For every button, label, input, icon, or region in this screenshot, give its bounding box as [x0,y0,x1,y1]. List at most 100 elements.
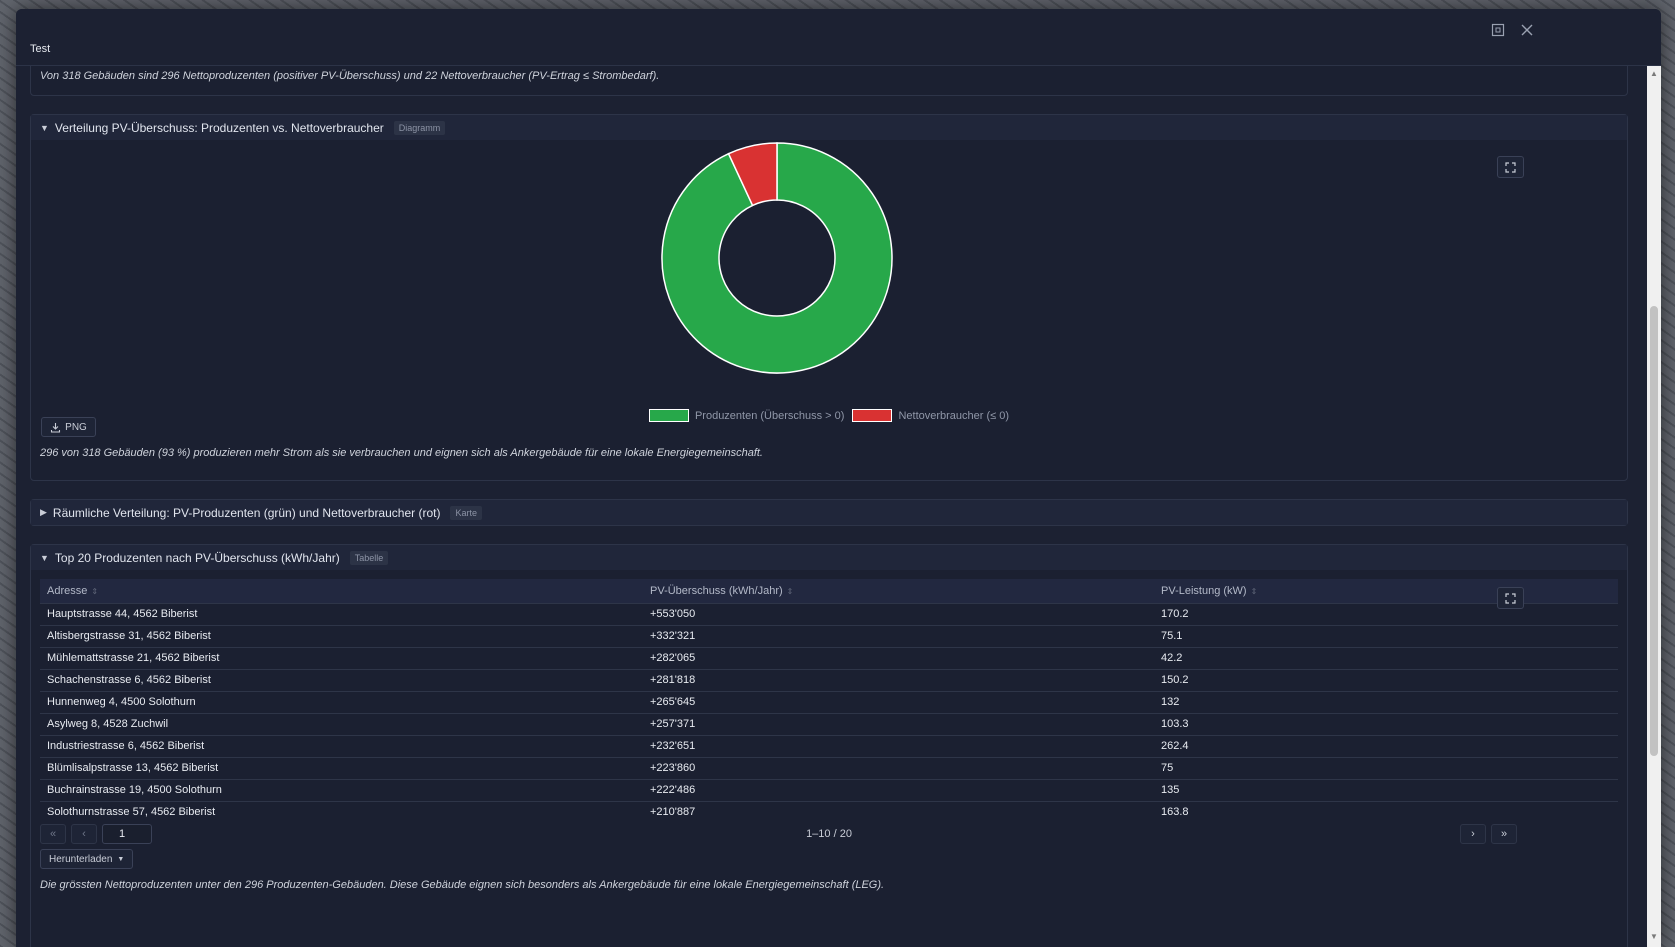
download-icon [51,422,61,433]
prev-page-button[interactable]: ‹ [71,824,97,844]
scrollbar-thumb[interactable] [1650,306,1658,756]
expand-icon [1505,592,1516,604]
table-row[interactable]: Industriestrasse 6, 4562 Biberist +232'65… [40,734,1618,757]
cell-address: Blümlisalpstrasse 13, 4562 Biberist [40,756,643,779]
map-badge: Karte [450,505,482,520]
collapse-triangle-icon: ▼ [40,122,49,133]
scroll-up-icon[interactable]: ▲ [1650,69,1658,78]
table-row[interactable]: Blümlisalpstrasse 13, 4562 Biberist +223'… [40,756,1618,779]
cell-address: Asylweg 8, 4528 Zuchwil [40,712,643,735]
cell-surplus: +223'860 [643,756,1154,779]
table-section-title: Top 20 Produzenten nach PV-Überschuss (k… [54,550,340,565]
cell-power: 103.3 [1154,712,1618,735]
close-button[interactable] [1516,19,1538,41]
page-number-input[interactable]: 1 [102,824,152,844]
table-header-row: Adresse ⇕ PV-Überschuss (kWh/Jahr) ⇕ PV-Le… [40,579,1618,603]
cell-address: Schachenstrasse 6, 4562 Biberist [40,668,643,691]
legend-swatch-producers [648,409,689,422]
cell-surplus: +553'050 [643,602,1154,625]
table-section-header[interactable]: ▼ Top 20 Produzenten nach PV-Überschuss … [31,545,1627,570]
slice-producers[interactable] [661,142,893,374]
table-row[interactable]: Altisbergstrasse 31, 4562 Biberist +332'3… [40,624,1618,647]
cell-power: 42.2 [1154,646,1618,669]
first-page-button[interactable]: « [40,824,66,844]
cell-surplus: +257'371 [643,712,1154,735]
sort-icon: ⇕ [91,586,99,596]
table-row[interactable]: Schachenstrasse 6, 4562 Biberist +281'818… [40,668,1618,691]
cell-address: Buchrainstrasse 19, 4500 Solothurn [40,778,643,801]
column-label: PV-Überschuss (kWh/Jahr) [650,584,783,597]
cell-surplus: +281'818 [643,668,1154,691]
scroll-down-icon[interactable]: ▼ [1650,932,1658,941]
expand-triangle-icon: ▶ [40,507,47,517]
cell-surplus: +282'065 [643,646,1154,669]
maximize-button[interactable] [1487,19,1509,41]
table-row[interactable]: Solothurnstrasse 57, 4562 Biberist +210'8… [40,800,1618,823]
cell-surplus: +332'321 [643,624,1154,647]
producers-table: Adresse ⇕ PV-Überschuss (kWh/Jahr) ⇕ PV-Le… [40,579,1618,823]
table-row[interactable]: Hunnenweg 4, 4500 Solothurn +265'645 132 [40,690,1618,713]
caret-down-icon: ▼ [117,855,125,863]
cell-surplus: +232'651 [643,734,1154,757]
summary-card: Von 318 Gebäuden sind 296 Nettoproduzent… [30,66,1628,96]
cell-address: Altisbergstrasse 31, 4562 Biberist [40,624,643,647]
cell-address: Hauptstrasse 44, 4562 Biberist [40,602,643,625]
modal-header: Test [16,9,1661,66]
legend-label-producers: Produzenten (Überschuss > 0) [694,409,845,422]
collapse-triangle-icon: ▼ [40,552,49,563]
sort-icon: ⇕ [1250,586,1258,596]
cell-power: 135 [1154,778,1618,801]
map-section-title: Räumliche Verteilung: PV-Produzenten (gr… [52,505,441,520]
cell-address: Mühlemattstrasse 21, 4562 Biberist [40,646,643,669]
summary-text: Von 318 Gebäuden sind 296 Nettoproduzent… [40,70,660,82]
legend-item-consumers[interactable]: Nettoverbraucher (≤ 0) [852,409,1009,422]
slice-consumers[interactable] [727,142,778,207]
modal-dialog: Test Von 318 Gebäuden sind 296 Nettoprod… [16,9,1661,947]
table-note: Die grössten Nettoproduzenten unter den … [40,879,885,891]
table-row[interactable]: Asylweg 8, 4528 Zuchwil +257'371 103.3 [40,712,1618,735]
table-section: ▼ Top 20 Produzenten nach PV-Überschuss … [30,544,1628,947]
table-row[interactable]: Mühlemattstrasse 21, 4562 Biberist +282'0… [40,646,1618,669]
cell-address: Solothurnstrasse 57, 4562 Biberist [40,800,643,823]
cell-address: Industriestrasse 6, 4562 Biberist [40,734,643,757]
modal-title: Test [30,43,51,55]
table-badge: Tabelle [349,550,389,565]
chart-expand-button[interactable] [1497,156,1524,178]
cell-power: 75 [1154,756,1618,779]
table-row[interactable]: Hauptstrasse 44, 4562 Biberist +553'050 17… [40,602,1618,625]
legend-label-consumers: Nettoverbraucher (≤ 0) [898,409,1010,422]
png-download-button[interactable]: PNG [41,417,96,437]
close-icon [1521,24,1533,36]
column-label: PV-Leistung (kW) [1161,584,1247,597]
cell-power: 150.2 [1154,668,1618,691]
chart-badge: Diagramm [393,120,446,135]
download-dropdown-button[interactable]: Herunterladen ▼ [40,849,134,869]
cell-surplus: +222'486 [643,778,1154,801]
last-page-button[interactable]: » [1491,824,1517,844]
legend-swatch-consumers [852,409,893,422]
donut-chart [661,142,893,374]
column-label: Adresse [47,584,88,597]
chart-section: ▼ Verteilung PV-Überschuss: Produzenten … [30,114,1628,481]
download-label: Herunterladen [49,853,113,865]
cell-power: 262.4 [1154,734,1618,757]
sort-icon: ⇕ [786,586,794,596]
vertical-scrollbar[interactable]: ▲ ▼ [1647,66,1661,947]
cell-power: 75.1 [1154,624,1618,647]
chart-section-title: Verteilung PV-Überschuss: Produzenten vs… [54,120,384,135]
next-page-button[interactable]: › [1460,824,1486,844]
map-section-header[interactable]: ▶ Räumliche Verteilung: PV-Produzenten (… [31,500,1627,525]
legend-item-producers[interactable]: Produzenten (Überschuss > 0) [648,409,845,422]
modal-content: Von 318 Gebäuden sind 296 Nettoproduzent… [16,66,1661,947]
cell-power: 163.8 [1154,800,1618,823]
expand-icon [1505,161,1516,173]
cell-surplus: +210'887 [643,800,1154,823]
map-section: ▶ Räumliche Verteilung: PV-Produzenten (… [30,499,1628,526]
table-row[interactable]: Buchrainstrasse 19, 4500 Solothurn +222'4… [40,778,1618,801]
column-header-surplus[interactable]: PV-Überschuss (kWh/Jahr) ⇕ [643,579,1154,603]
column-header-address[interactable]: Adresse ⇕ [40,579,643,603]
chart-section-header[interactable]: ▼ Verteilung PV-Überschuss: Produzenten … [31,115,1627,140]
column-header-power[interactable]: PV-Leistung (kW) ⇕ [1154,579,1618,603]
table-expand-button[interactable] [1497,587,1524,609]
png-label: PNG [65,421,87,433]
